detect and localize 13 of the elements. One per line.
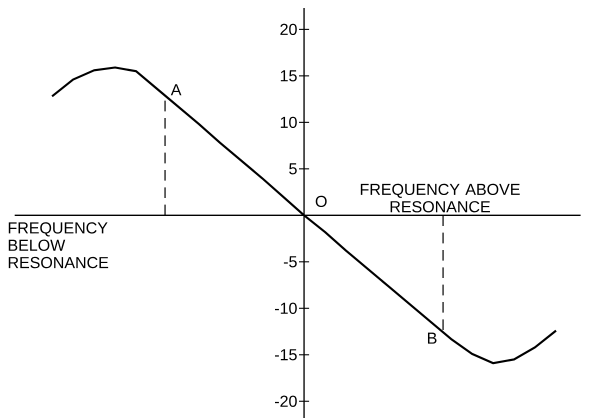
y-tick-label: 15 — [280, 70, 297, 82]
annotation: A — [170, 84, 182, 96]
y-tick-label: 20 — [280, 24, 297, 36]
y-tick-label: 5 — [289, 163, 297, 174]
annotation: FREQUENCY BELOW RESONANCE — [8, 222, 108, 268]
annotation: O — [316, 196, 327, 208]
y-tick-label: -10 — [275, 302, 297, 314]
y-tick-label: 10 — [280, 116, 297, 128]
y-tick-label: -5 — [284, 256, 297, 268]
annotation: B — [428, 332, 436, 344]
annotation: FREQUENCY ABOVE RESONANCE — [360, 184, 520, 212]
y-tick-label: -15 — [275, 349, 297, 360]
y-tick-label: -20 — [275, 396, 297, 407]
